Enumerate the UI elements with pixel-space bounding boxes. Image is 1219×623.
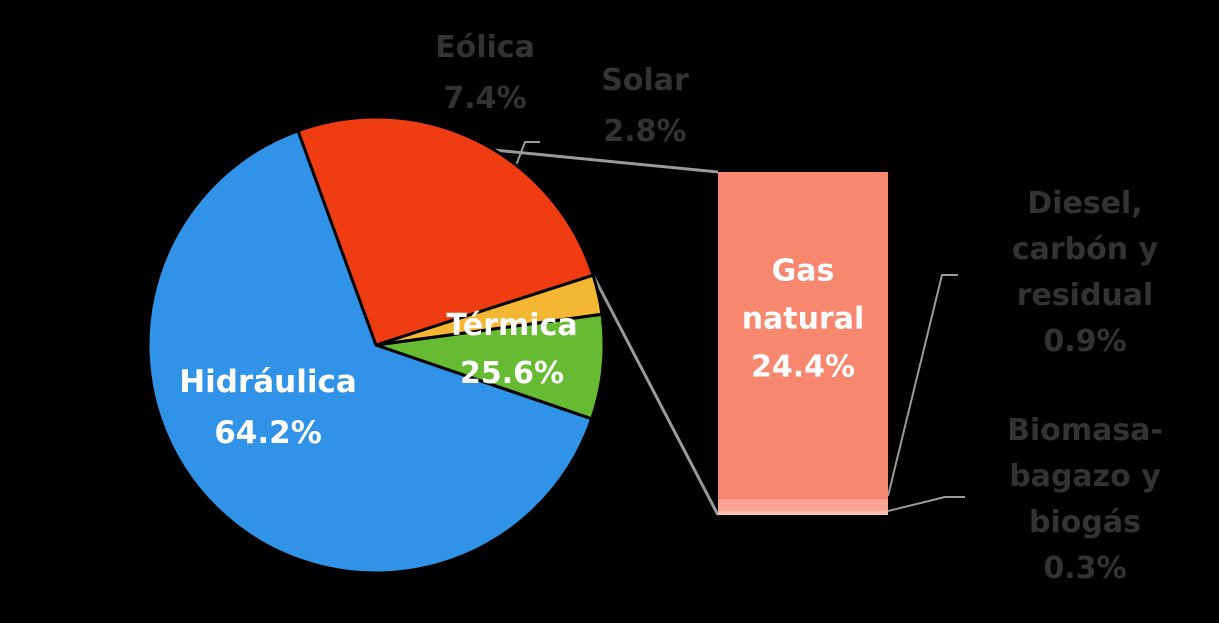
- bar-label-gas-natural-0: Gas: [772, 253, 835, 288]
- bar-value-diesel-carbon-y-residual: 0.9%: [1043, 324, 1126, 359]
- pie-label-hidraulica: Hidráulica: [179, 364, 357, 400]
- pie-label-solar: Solar: [601, 63, 689, 98]
- bar-segment-gas-natural: [718, 172, 888, 499]
- pie-value-termica: 25.6%: [460, 356, 564, 391]
- bar-label-biomasa-bagazo-y-biogas-0: Biomasa-: [1007, 413, 1163, 448]
- bar-label-diesel-carbon-y-residual-1: carbón y: [1012, 232, 1159, 267]
- pie-label-termica: Térmica: [446, 308, 577, 343]
- bar-segment-diesel-carbon-y-residual: [718, 498, 888, 511]
- pie-slice-eolica: [374, 312, 606, 421]
- pie-slice-hidraulica: [146, 129, 594, 575]
- leader-line-biomasa-bagazo-y-biogas: [887, 496, 965, 512]
- bar-segment-biomasa-bagazo-y-biogas: [718, 510, 888, 515]
- pie-slice-termica: [296, 115, 595, 347]
- bar-label-diesel-carbon-y-residual-2: residual: [1017, 278, 1154, 313]
- pie-value-solar: 2.8%: [603, 114, 686, 149]
- pie-value-eolica: 7.4%: [443, 81, 526, 116]
- bar-label-biomasa-bagazo-y-biogas-1: bagazo y: [1009, 459, 1161, 494]
- bar-label-gas-natural-1: natural: [742, 301, 865, 336]
- bar-value-biomasa-bagazo-y-biogas: 0.3%: [1043, 551, 1126, 586]
- bar-label-diesel-carbon-y-residual-0: Diesel,: [1027, 186, 1142, 221]
- bar-label-biomasa-bagazo-y-biogas-2: biogás: [1029, 505, 1141, 540]
- bar-value-gas-natural: 24.4%: [751, 349, 855, 384]
- leader-line-diesel-carbon-y-residual: [887, 274, 958, 497]
- solar-leader-line: [514, 141, 540, 169]
- pie-label-eolica: Eólica: [435, 30, 535, 65]
- pie-value-hidraulica: 64.2%: [214, 415, 322, 451]
- connector-bottom: [591, 274, 720, 516]
